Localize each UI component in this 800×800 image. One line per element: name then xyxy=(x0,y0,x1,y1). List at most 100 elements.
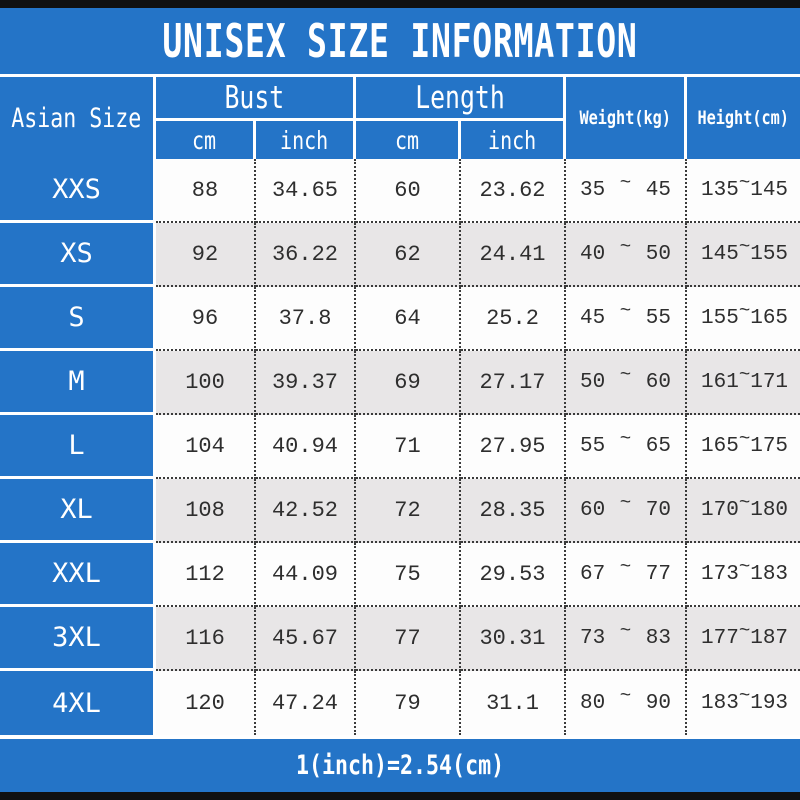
top-black-bar xyxy=(0,0,800,8)
tilde-glyph: ~ xyxy=(738,172,751,194)
bust-inch-cell: 45.67 xyxy=(256,607,356,671)
range-min: 145 xyxy=(701,242,739,266)
range-min: 177 xyxy=(701,626,739,650)
range-min: 45 xyxy=(580,306,606,330)
height-cell: 183 ~193 xyxy=(687,671,800,735)
tilde-glyph: ~ xyxy=(619,236,632,258)
tilde-glyph: ~ xyxy=(619,172,632,194)
range-max: 155 xyxy=(750,242,789,266)
range-max: 165 xyxy=(750,306,789,330)
length-cm-cell: 79 xyxy=(356,671,461,735)
bust-cm-cell: 108 xyxy=(156,479,256,543)
bust-cm-cell: 116 xyxy=(156,607,256,671)
weight-cell: 60 ~70 xyxy=(566,479,687,543)
range-max: 175 xyxy=(750,434,789,458)
bust-cm-cell: 104 xyxy=(156,415,256,479)
bust-inch-cell: 37.8 xyxy=(256,287,356,351)
range-max: 183 xyxy=(750,562,789,586)
range-max: 60 xyxy=(645,370,671,394)
range-min: 165 xyxy=(701,434,739,458)
tilde-glyph: ~ xyxy=(738,300,751,322)
title-separator xyxy=(0,74,800,77)
tilde-glyph: ~ xyxy=(738,364,751,386)
height-cell: 145 ~155 xyxy=(687,223,800,287)
length-cm-cell: 60 xyxy=(356,159,461,223)
length-cm-cell: 64 xyxy=(356,287,461,351)
length-inch-cell: 25.2 xyxy=(461,287,566,351)
range-max: 55 xyxy=(645,306,671,330)
bust-inch-cell: 47.24 xyxy=(256,671,356,735)
range-max: 180 xyxy=(750,498,789,522)
length-inch-cell: 24.41 xyxy=(461,223,566,287)
tilde-glyph: ~ xyxy=(738,236,751,258)
range-max: 145 xyxy=(750,178,789,202)
bust-inch-cell: 42.52 xyxy=(256,479,356,543)
length-inch-cell: 27.95 xyxy=(461,415,566,479)
header-length-cm-label: cm xyxy=(394,125,420,155)
length-inch-cell: 23.62 xyxy=(461,159,566,223)
bust-inch-cell: 36.22 xyxy=(256,223,356,287)
range-min: 183 xyxy=(701,691,739,715)
height-cell: 161 ~171 xyxy=(687,351,800,415)
weight-cell: 40 ~50 xyxy=(566,223,687,287)
bust-inch-cell: 44.09 xyxy=(256,543,356,607)
bust-inch-cell: 34.65 xyxy=(256,159,356,223)
weight-cell: 73 ~83 xyxy=(566,607,687,671)
range-min: 35 xyxy=(580,178,606,202)
length-cm-cell: 75 xyxy=(356,543,461,607)
length-inch-cell: 31.1 xyxy=(461,671,566,735)
tilde-glyph: ~ xyxy=(619,428,632,450)
header-bust-cm: cm xyxy=(156,121,256,159)
header-bust-inch-label: inch xyxy=(280,125,329,155)
header-asian-size-label: Asian Size xyxy=(11,102,142,134)
range-max: 77 xyxy=(645,562,671,586)
bust-cm-cell: 120 xyxy=(156,671,256,735)
bust-cm-cell: 112 xyxy=(156,543,256,607)
length-cm-cell: 77 xyxy=(356,607,461,671)
range-max: 83 xyxy=(645,626,671,650)
range-min: 170 xyxy=(701,498,739,522)
range-min: 67 xyxy=(580,562,606,586)
bust-cm-cell: 92 xyxy=(156,223,256,287)
length-cm-cell: 69 xyxy=(356,351,461,415)
range-max: 171 xyxy=(750,370,789,394)
size-cell: L xyxy=(0,415,156,479)
size-cell: M xyxy=(0,351,156,415)
footer-band: 1(inch)=2.54(cm) xyxy=(0,739,800,792)
size-cell: XS xyxy=(0,223,156,287)
length-cm-cell: 72 xyxy=(356,479,461,543)
range-max: 45 xyxy=(645,178,671,202)
range-min: 173 xyxy=(701,562,739,586)
header-length-inch-label: inch xyxy=(487,125,537,155)
size-cell: XXL xyxy=(0,543,156,607)
range-min: 80 xyxy=(580,691,606,715)
header-weight-label: Weight(kg) xyxy=(579,107,671,129)
range-min: 50 xyxy=(580,370,606,394)
weight-cell: 80 ~90 xyxy=(566,671,687,735)
conversion-note: 1(inch)=2.54(cm) xyxy=(295,750,505,781)
size-cell: XXS xyxy=(0,159,156,223)
length-inch-cell: 28.35 xyxy=(461,479,566,543)
length-inch-cell: 29.53 xyxy=(461,543,566,607)
height-cell: 173 ~183 xyxy=(687,543,800,607)
size-cell: XL xyxy=(0,479,156,543)
title-band: UNISEX SIZE INFORMATION xyxy=(0,8,800,74)
header-length-inch: inch xyxy=(461,121,566,159)
size-cell: 3XL xyxy=(0,607,156,671)
tilde-glyph: ~ xyxy=(738,492,751,514)
tilde-glyph: ~ xyxy=(619,556,632,578)
range-min: 155 xyxy=(701,306,739,330)
range-min: 161 xyxy=(701,370,739,394)
header-height-label: Height(cm) xyxy=(697,107,790,129)
tilde-glyph: ~ xyxy=(738,620,751,642)
length-cm-cell: 62 xyxy=(356,223,461,287)
range-max: 193 xyxy=(750,691,789,715)
header-weight: Weight(kg) xyxy=(566,77,687,159)
bust-inch-cell: 40.94 xyxy=(256,415,356,479)
size-table: Asian Size Bust Length Weight(kg) Height… xyxy=(0,77,800,735)
tilde-glyph: ~ xyxy=(619,300,632,322)
bust-cm-cell: 96 xyxy=(156,287,256,351)
header-bust-label: Bust xyxy=(224,79,285,116)
bust-cm-cell: 100 xyxy=(156,351,256,415)
weight-cell: 45 ~55 xyxy=(566,287,687,351)
